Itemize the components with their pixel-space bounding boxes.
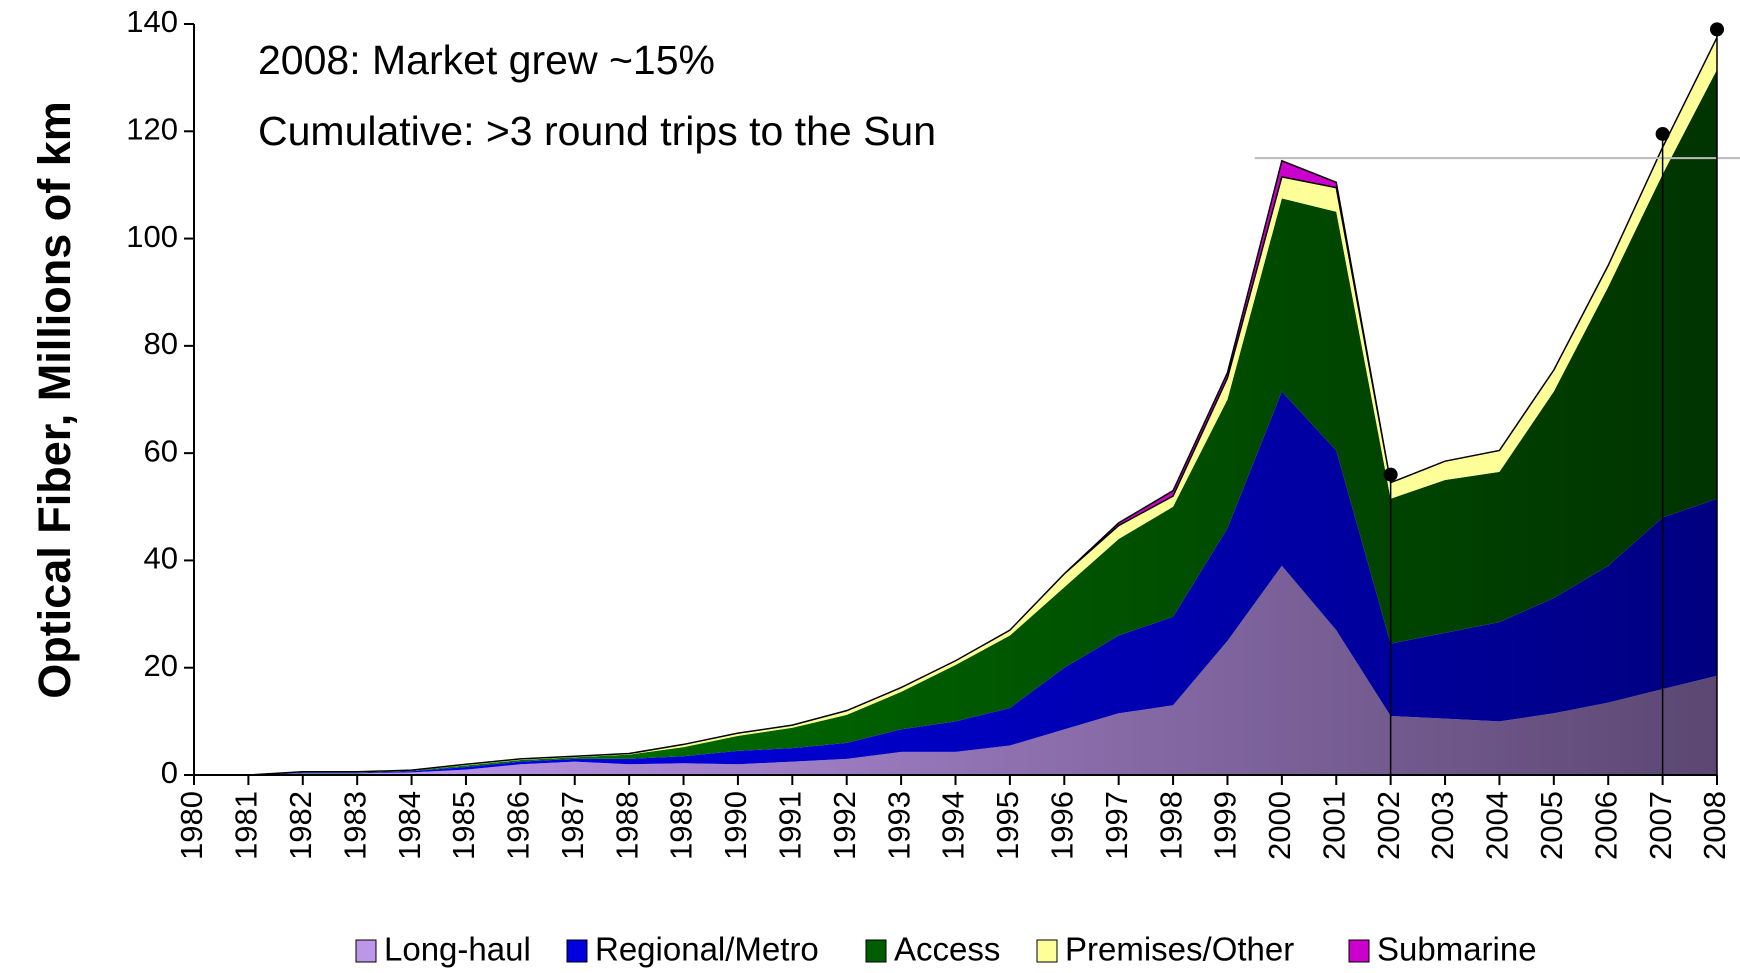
annotation: 2008: Market grew ~15% [258, 37, 715, 83]
x-tick-label: 2005 [1534, 791, 1569, 860]
y-axis-label: Optical Fiber, Millions of km [29, 101, 80, 699]
x-tick-label: 1995 [990, 791, 1025, 860]
x-tick-label: 1992 [827, 791, 862, 860]
legend-label: Long-haul [384, 931, 531, 968]
x-tick-label: 2006 [1588, 791, 1623, 860]
y-tick-label: 40 [144, 541, 178, 576]
x-tick-label: 1986 [501, 791, 536, 860]
x-tick-label: 1996 [1044, 791, 1079, 860]
x-tick-label: 1983 [337, 791, 372, 860]
legend-label: Premises/Other [1065, 931, 1294, 968]
legend-swatch [566, 939, 588, 963]
legend-label: Regional/Metro [595, 931, 819, 968]
x-tick-label: 1988 [609, 791, 644, 860]
area [194, 391, 1717, 775]
legend-label: Submarine [1377, 931, 1537, 968]
x-tick-label: 1982 [283, 791, 318, 860]
y-tick-label: 80 [144, 326, 178, 361]
x-tick-label: 1991 [773, 791, 808, 860]
highlight-point [1655, 126, 1670, 141]
x-tick-label: 1994 [936, 791, 971, 860]
y-tick-label: 0 [161, 755, 178, 790]
x-tick-label: 1990 [718, 791, 753, 860]
annotation: Cumulative: >3 round trips to the Sun [258, 108, 936, 154]
x-tick-label: 1997 [1099, 791, 1134, 860]
x-tick-label: 1987 [555, 791, 590, 860]
y-tick-label: 100 [126, 219, 178, 254]
legend-swatch [865, 939, 887, 963]
x-tick-label: 2008 [1697, 791, 1732, 860]
y-tick-label: 60 [144, 433, 178, 468]
x-tick-label: 2004 [1480, 791, 1515, 860]
x-tick-label: 2003 [1425, 791, 1460, 860]
x-tick-label: 1984 [392, 791, 427, 860]
legend-swatch [1348, 939, 1370, 963]
x-tick-label: 2001 [1316, 791, 1351, 860]
x-tick-label: 1989 [664, 791, 699, 860]
legend-swatch [1036, 939, 1058, 963]
x-tick-label: 1980 [174, 791, 209, 860]
x-tick-label: 1999 [1208, 791, 1243, 860]
x-tick-label: 2002 [1371, 791, 1406, 860]
area [194, 565, 1717, 775]
highlight-point [1710, 22, 1724, 37]
y-tick-label: 140 [126, 4, 178, 39]
highlight-point [1383, 467, 1398, 482]
x-tick-label: 1993 [881, 791, 916, 860]
x-tick-label: 1998 [1153, 791, 1188, 860]
legend-swatch [355, 939, 377, 963]
x-tick-label: 2000 [1262, 791, 1297, 860]
x-tick-label: 1981 [229, 791, 264, 860]
legend-label: Access [894, 931, 1000, 968]
x-tick-label: 1985 [446, 791, 481, 860]
x-tick-label: 2007 [1643, 791, 1678, 860]
y-tick-label: 120 [126, 111, 178, 146]
y-tick-label: 20 [144, 648, 178, 683]
area [194, 69, 1717, 775]
